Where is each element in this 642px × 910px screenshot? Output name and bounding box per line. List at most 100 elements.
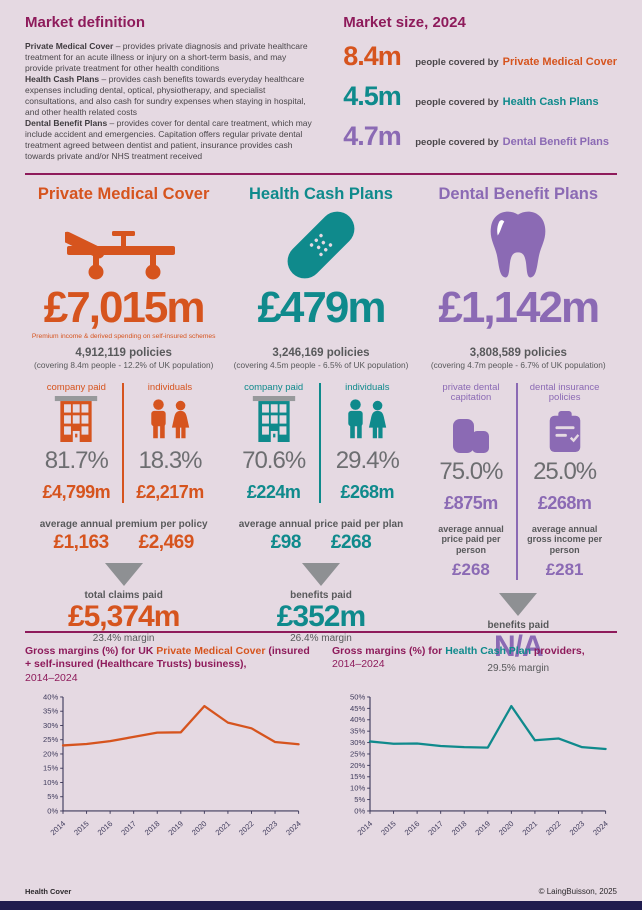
svg-text:2019: 2019: [166, 820, 185, 838]
hcp-result-value: £352m: [276, 599, 366, 633]
pmc-name: Private Medical Cover: [502, 56, 617, 68]
svg-text:0%: 0%: [47, 807, 58, 816]
footer-section-label: Health Cover: [25, 887, 72, 896]
pmc-individuals-pct: 18.3%: [138, 446, 202, 474]
definition-hcp-term: Health Cash Plans: [25, 74, 100, 85]
pmc-average-company: £1,163: [53, 531, 110, 553]
bottom-navy-bar: [0, 901, 642, 910]
svg-text:2021: 2021: [521, 819, 540, 837]
hcp-line-chart: 0% 5% 10% 15% 20% 25% 30% 35% 40% 45% 50% 2014 2015 2…: [350, 692, 610, 837]
svg-text:50%: 50%: [350, 692, 365, 701]
hcp-policies-note: (covering 4.5m people - 6.5% of UK popul…: [233, 359, 409, 370]
hcp-chart-years: 2014–2024: [332, 658, 385, 671]
svg-text:2021: 2021: [214, 820, 233, 838]
pmc-column: Private Medical Cover £7,015m Premium in…: [25, 177, 222, 645]
definition-pmc-desc: – provides private diagnosis and private…: [25, 41, 308, 74]
dbp-column-title: Dental Benefit Plans: [438, 184, 599, 203]
svg-text:35%: 35%: [350, 726, 365, 735]
pmc-chart-title-pre: Gross margins (%) for UK: [25, 644, 157, 657]
dbp-policies-note: (covering 4.7m people - 6.7% of UK popul…: [430, 359, 606, 370]
pmc-line-chart: 0%5%10%15%20%25%30%35%40%2014 2015 2016 201…: [43, 693, 303, 838]
svg-text:2020: 2020: [497, 819, 516, 837]
page-footer: Health Cover © LaingBuisson, 2025: [25, 887, 617, 896]
market-size: Market size, 2024 8.4m people covered by…: [315, 14, 617, 163]
pmc-result-label: total claims paid: [84, 589, 163, 601]
svg-text:20%: 20%: [350, 760, 365, 769]
pmc-payment-split: company paid: [31, 381, 217, 503]
dbp-capitation: private dental capitation 75.0% £875m av…: [426, 382, 519, 580]
market-size-row-pmc: 8.4m people covered by Private Medical C…: [343, 41, 617, 72]
svg-text:2014: 2014: [49, 820, 68, 838]
divider-top: [25, 172, 617, 175]
hcp-company-pct: 70.6%: [242, 446, 306, 474]
down-arrow: [104, 562, 143, 586]
dbp-people-prefix: people covered by: [415, 137, 499, 148]
pmc-people-prefix: people covered by: [415, 57, 499, 68]
dbp-insurance-pct: 25.0%: [533, 457, 597, 485]
dbp-insurance-label: dental insurance policies: [529, 381, 600, 403]
money-bags-icon: [429, 407, 514, 455]
svg-text:2017: 2017: [119, 820, 138, 838]
dbp-insurance-sub-value: £281: [545, 559, 584, 579]
pmc-market-value: £7,015m: [43, 282, 206, 332]
hcp-company-amount: £224m: [246, 481, 301, 502]
definition-pmc: Private Medical Cover – provides private…: [25, 41, 315, 74]
dbp-policies-count: 3,808,589 policies: [469, 346, 567, 359]
svg-text:2024: 2024: [284, 820, 303, 838]
svg-text:40%: 40%: [43, 693, 58, 702]
product-columns: Private Medical Cover £7,015m Premium in…: [0, 175, 642, 675]
pmc-column-title: Private Medical Cover: [37, 184, 210, 203]
hcp-chart-title-highlight: Health Cash Plan: [445, 644, 531, 657]
svg-text:2015: 2015: [379, 819, 398, 837]
market-definition-title: Market definition: [25, 14, 146, 31]
hcp-individuals-amount: £268m: [340, 481, 395, 502]
hcp-company-paid: company paid: [228, 382, 321, 503]
hcp-chart-title-pre: Gross margins (%) for: [332, 644, 446, 657]
svg-text:15%: 15%: [43, 764, 58, 773]
svg-text:2022: 2022: [237, 820, 256, 838]
svg-text:2018: 2018: [143, 820, 162, 838]
svg-text:25%: 25%: [350, 749, 365, 758]
pmc-chart-title-highlight: Private Medical Cover: [156, 644, 266, 657]
hcp-market-value: £479m: [257, 282, 386, 332]
dbp-column: Dental Benefit Plans £1,142m 3,808,589 p…: [420, 177, 617, 675]
svg-text:2022: 2022: [544, 819, 563, 837]
pmc-average-individual: £2,469: [138, 531, 195, 553]
footer-copyright: © LaingBuisson, 2025: [538, 887, 617, 896]
pmc-individuals-amount: £2,217m: [136, 481, 204, 502]
svg-text:20%: 20%: [43, 750, 58, 759]
dbp-insurance-amount: £268m: [537, 492, 592, 513]
pmc-market-value-note: Premium income & derived spending on sel…: [31, 332, 216, 340]
hcp-average-individual: £268: [330, 531, 372, 553]
pmc-individuals-label: individuals: [147, 381, 193, 393]
svg-text:30%: 30%: [43, 721, 58, 730]
pmc-policies-note: (covering 8.4m people - 12.2% of UK popu…: [33, 359, 214, 370]
dbp-result-label: benefits paid: [487, 619, 550, 631]
svg-text:40%: 40%: [350, 715, 365, 724]
hcp-individuals-label: individuals: [345, 381, 390, 393]
svg-text:15%: 15%: [350, 772, 365, 781]
pmc-company-pct: 81.7%: [44, 446, 109, 474]
dbp-people-count: 4.7m: [343, 121, 402, 151]
building-icon: [231, 395, 316, 444]
pmc-individuals: individuals 18.3%: [124, 381, 217, 503]
svg-text:25%: 25%: [43, 736, 58, 745]
svg-text:10%: 10%: [350, 783, 365, 792]
down-arrow: [301, 562, 340, 586]
hcp-column: Health Cash Plans £479m 3,246,169 polici…: [222, 177, 419, 645]
svg-text:2024: 2024: [591, 819, 610, 837]
svg-text:2023: 2023: [568, 819, 587, 837]
market-size-title: Market size, 2024: [343, 14, 466, 31]
svg-text:2015: 2015: [72, 820, 91, 838]
hcp-average-label: average annual price paid per plan: [238, 518, 404, 530]
hcp-individuals-pct: 29.4%: [335, 446, 400, 474]
hcp-average-values: £98 £268: [228, 532, 413, 554]
svg-text:2016: 2016: [403, 819, 422, 837]
dbp-name: Dental Benefit Plans: [502, 136, 610, 148]
svg-text:35%: 35%: [43, 707, 58, 716]
building-icon: [34, 395, 119, 444]
svg-text:0%: 0%: [354, 806, 365, 815]
definition-hcp: Health Cash Plans – provides cash benefi…: [25, 74, 315, 118]
pmc-people-count: 8.4m: [343, 41, 402, 71]
